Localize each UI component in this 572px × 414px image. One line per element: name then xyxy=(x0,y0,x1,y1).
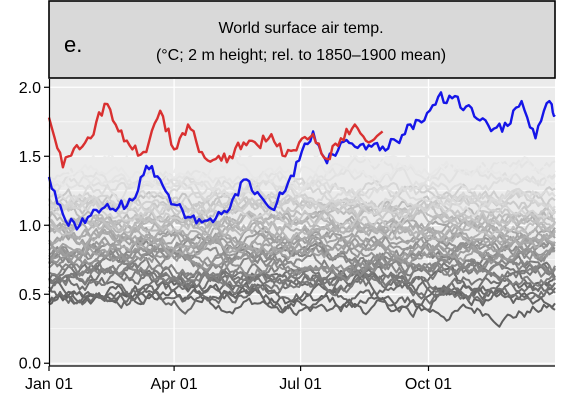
background-year-line xyxy=(48,235,556,282)
background-year-line xyxy=(48,228,556,263)
x-tick-label: Apr 01 xyxy=(151,376,198,393)
y-tick-label: 1.0 xyxy=(19,218,41,235)
y-tick-label: 2.0 xyxy=(19,80,41,97)
y-tick-label: 0.5 xyxy=(19,287,41,304)
red-year-line xyxy=(47,102,384,169)
background-year-line xyxy=(48,196,556,238)
y-axis-ticks: 0.0 0.5 1.0 1.5 2.0 xyxy=(19,80,49,373)
background-year-line xyxy=(48,261,556,297)
panel-letter: e. xyxy=(64,32,82,57)
chart-title: World surface air temp. xyxy=(218,20,383,37)
x-axis-ticks: Jan 01 Apr 01 Jul 01 Oct 01 xyxy=(25,366,452,393)
x-tick-label: Oct 01 xyxy=(405,376,452,393)
panel-header xyxy=(48,0,556,79)
y-tick-label: 0.0 xyxy=(19,356,41,373)
background-year-line xyxy=(48,155,556,192)
highlight-years xyxy=(47,91,556,231)
background-year-line xyxy=(48,200,556,237)
blue-year-line xyxy=(47,91,556,231)
chart-subtitle: (°C; 2 m height; rel. to 1850–1900 mean) xyxy=(156,47,446,64)
background-year-line xyxy=(48,215,556,253)
background-year-line xyxy=(48,183,556,222)
x-tick-label: Jan 01 xyxy=(25,376,73,393)
background-year-line xyxy=(48,181,556,211)
y-tick-label: 1.5 xyxy=(19,149,41,166)
background-year-line xyxy=(48,241,556,278)
x-tick-label: Jul 01 xyxy=(279,376,322,393)
background-years xyxy=(48,140,556,328)
